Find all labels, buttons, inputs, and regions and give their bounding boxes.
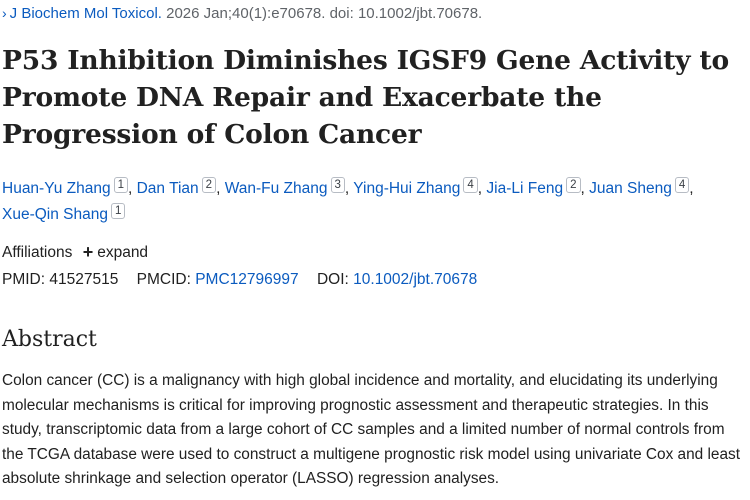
plus-icon: + <box>82 242 94 262</box>
chevron-right-icon: › <box>2 5 7 21</box>
author-name-link[interactable]: Wan-Fu Zhang <box>224 180 328 197</box>
author-separator: , <box>477 180 487 197</box>
author-separator: , <box>580 180 590 197</box>
abstract-text: Colon cancer (CC) is a malignancy with h… <box>2 372 741 487</box>
journal-link[interactable]: J Biochem Mol Toxicol. <box>9 5 162 22</box>
affiliation-number-button[interactable]: 2 <box>566 177 581 193</box>
pmid-label: PMID: <box>2 271 46 288</box>
pmid-group: PMID: 41527515 <box>2 269 118 291</box>
pmcid-group: PMCID: PMC12796997 <box>137 269 299 291</box>
affiliation-number-button[interactable]: 2 <box>201 177 217 193</box>
author-name-link[interactable]: Xue-Qin Shang <box>2 206 108 223</box>
author-separator: , <box>689 180 694 197</box>
affiliation-number-button[interactable]: 1 <box>113 177 128 193</box>
author-item: Huan-Yu Zhang 1 <box>2 177 128 197</box>
affiliation-number-button[interactable]: 1 <box>111 203 126 219</box>
author-item: Wan-Fu Zhang 3 <box>224 177 345 197</box>
author-item: Juan Sheng 4 <box>589 177 690 197</box>
author-separator: , <box>127 180 137 197</box>
citation-line: › J Biochem Mol Toxicol. 2026 Jan;40(1):e… <box>2 3 482 24</box>
author-name-link[interactable]: Dan Tian <box>136 180 199 197</box>
article-title: P53 Inhibition Diminishes IGSF9 Gene Act… <box>2 45 729 150</box>
doi-label: DOI: <box>316 271 349 288</box>
author-name-link[interactable]: Ying-Hui Zhang <box>353 180 461 197</box>
doi-group: DOI: 10.1002/jbt.70678 <box>317 269 477 291</box>
identifiers-row: PMID: 41527515 PMCID: PMC12796997 DOI: 1… <box>2 269 491 291</box>
affiliation-number-button[interactable]: 3 <box>330 177 345 193</box>
author-name-link[interactable]: Huan-Yu Zhang <box>2 180 111 197</box>
abstract-heading: Abstract <box>2 327 97 352</box>
author-name-link[interactable]: Juan Sheng <box>589 180 672 197</box>
author-list: Huan-Yu Zhang 1, Dan Tian 2, Wan-Fu Zhang 3… <box>2 176 748 228</box>
author-item: Xue-Qin Shang 1 <box>2 203 126 223</box>
author-separator: , <box>216 180 225 197</box>
author-name-link[interactable]: Jia-Li Feng <box>486 180 564 197</box>
author-item: Jia-Li Feng 2 <box>486 177 581 197</box>
affiliations-row: Affiliations + expand <box>2 241 148 264</box>
affiliations-expand-button[interactable]: + expand <box>83 241 148 264</box>
pmcid-link[interactable]: PMC12796997 <box>195 271 299 288</box>
author-item: Dan Tian 2 <box>136 177 217 197</box>
affiliation-number-button[interactable]: 4 <box>463 177 478 193</box>
author-item: Ying-Hui Zhang 4 <box>353 177 478 197</box>
affiliations-label: Affiliations <box>2 244 73 261</box>
citation-details: 2026 Jan;40(1):e70678. doi: 10.1002/jbt.… <box>166 5 483 22</box>
author-separator: , <box>344 180 354 197</box>
pmcid-label: PMCID: <box>136 271 191 288</box>
affiliation-number-button[interactable]: 4 <box>674 177 690 193</box>
pmid-value: 41527515 <box>49 271 119 288</box>
expand-label: expand <box>97 244 149 261</box>
doi-link[interactable]: 10.1002/jbt.70678 <box>353 271 478 288</box>
